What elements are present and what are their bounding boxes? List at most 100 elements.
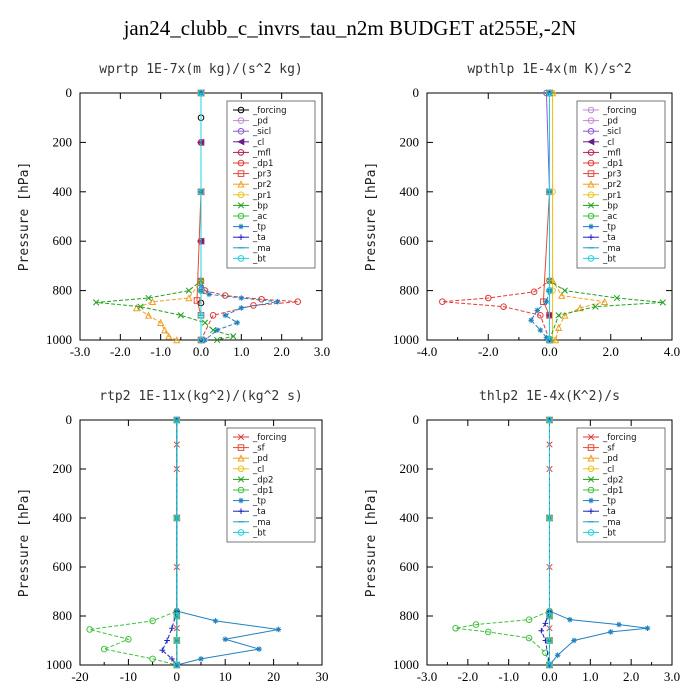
x-tick-label: -2.0 <box>458 669 479 684</box>
data-point <box>644 625 651 632</box>
x-tick-label: 3.0 <box>664 669 680 684</box>
data-point <box>238 305 245 311</box>
legend-entry: _pr1 <box>252 191 272 201</box>
legend-entry: _cl <box>602 138 614 148</box>
legend-entry: _mfl <box>252 148 271 158</box>
legend-entry: _sf <box>252 444 266 454</box>
y-tick-label: 200 <box>53 134 73 149</box>
legend-marker <box>237 180 245 188</box>
data-point <box>234 319 241 326</box>
legend-marker <box>237 476 245 483</box>
y-tick-label: 1000 <box>393 332 419 347</box>
legend-marker <box>237 486 245 494</box>
x-tick-label: 0.0 <box>541 669 557 684</box>
data-point <box>197 188 205 196</box>
data-point <box>148 297 157 306</box>
data-point <box>185 294 193 302</box>
data-point <box>607 629 614 635</box>
y-tick-label: 600 <box>53 559 73 574</box>
legend-marker <box>237 465 245 473</box>
data-point <box>546 637 553 644</box>
data-point <box>161 326 169 334</box>
data-point <box>472 621 480 628</box>
y-tick-label: 0 <box>413 412 420 427</box>
legend-marker <box>587 159 595 167</box>
legend-entry: _ac <box>252 212 267 222</box>
legend-marker <box>237 117 245 124</box>
x-tick-label: 0.0 <box>541 344 557 359</box>
legend-entry: _mfl <box>602 148 621 158</box>
legend-entry: _ac <box>602 212 617 222</box>
data-point <box>206 291 212 298</box>
data-point <box>159 647 166 654</box>
chart-panel-1: wprtp 1E-7x(m kg)/(s^2 kg) Pressure [hPa]… <box>17 62 330 359</box>
legend-entry: _pr3 <box>252 170 272 180</box>
series-line-bp <box>96 93 236 341</box>
legend-entry: _cl <box>252 465 264 475</box>
panel-title: thlp2 1E-4x(K^2)/s <box>479 389 620 404</box>
y-tick-label: 600 <box>53 233 73 248</box>
y-tick-label: 400 <box>53 510 73 525</box>
data-point <box>256 646 262 652</box>
x-tick-label: 2.0 <box>603 344 619 359</box>
legend-marker <box>587 476 595 483</box>
data-point <box>525 634 533 642</box>
data-point <box>538 627 545 634</box>
legend-marker <box>237 255 245 262</box>
data-point <box>528 317 534 324</box>
data-point <box>173 637 181 644</box>
data-point <box>201 319 209 326</box>
data-point <box>576 303 584 312</box>
legend-entry: _ma <box>602 518 621 528</box>
legend-entry: _cl <box>602 465 614 475</box>
x-tick-label: 30 <box>316 669 329 684</box>
legend-entry: _pr2 <box>252 180 272 190</box>
y-axis-label: Pressure [hPa] <box>17 488 32 598</box>
legend-entry: _forcing <box>602 433 637 443</box>
x-tick-label: -20 <box>71 669 88 684</box>
legend-entry: _bp <box>602 201 618 211</box>
legend-entry: _pd <box>252 454 268 464</box>
series-line-dp1 <box>455 420 550 666</box>
legend-entry: _dp1 <box>252 486 273 496</box>
series-line-tp <box>176 420 279 666</box>
legend-marker <box>587 529 595 536</box>
data-point <box>552 336 560 344</box>
x-tick-label: 4.0 <box>664 344 680 359</box>
y-tick-label: 1000 <box>46 657 72 672</box>
legend-entry: _dp1 <box>252 159 273 169</box>
data-point <box>258 295 265 303</box>
y-tick-label: 0 <box>66 85 73 100</box>
data-point <box>213 336 221 344</box>
y-tick-label: 400 <box>400 510 420 525</box>
data-point <box>555 312 562 319</box>
data-point <box>555 323 563 331</box>
data-point <box>100 645 108 653</box>
data-point <box>659 299 666 306</box>
legend-entry: _bp <box>252 201 268 211</box>
data-point <box>230 333 237 340</box>
data-point <box>543 298 550 305</box>
y-tick-label: 800 <box>53 608 73 623</box>
data-point <box>616 621 622 628</box>
series-line-dp1 <box>200 93 298 341</box>
chart-panel-3: rtp2 1E-11x(kg^2)/(kg^2 s) Pressure [hPa]… <box>17 389 329 684</box>
legend-entry: _pr2 <box>602 180 622 190</box>
data-point <box>144 311 153 319</box>
y-tick-label: 600 <box>400 233 420 248</box>
x-tick-label: 2.0 <box>274 344 290 359</box>
legend-marker <box>587 117 595 124</box>
x-tick-label: 1.0 <box>233 344 249 359</box>
legend-entry: _ta <box>252 507 266 517</box>
data-point <box>500 303 507 310</box>
legend-entry: _ma <box>602 244 621 254</box>
data-point <box>222 636 228 643</box>
chart-panel-4: thlp2 1E-4x(K^2)/s Pressure [hPa] 0 200 400 6… <box>364 389 680 684</box>
data-point <box>197 336 205 344</box>
legend-entry: _sf <box>602 444 616 454</box>
data-point <box>561 287 568 294</box>
panel-title: wprtp 1E-7x(m kg)/(s^2 kg) <box>99 62 303 77</box>
legend-box <box>576 427 666 543</box>
data-point <box>169 656 175 662</box>
x-tick-label: -1.0 <box>498 669 519 684</box>
